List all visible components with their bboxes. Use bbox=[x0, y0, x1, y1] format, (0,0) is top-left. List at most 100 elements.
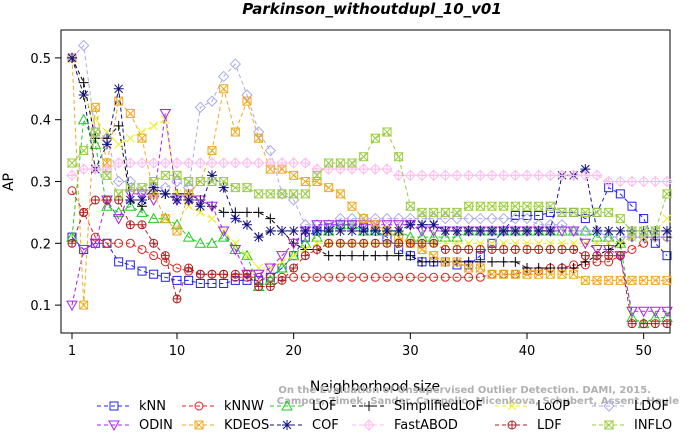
point-ldof bbox=[77, 39, 90, 52]
point-fastabod bbox=[334, 163, 347, 175]
y-tick-label: 0.1 bbox=[30, 299, 51, 314]
point-ldof bbox=[439, 212, 452, 225]
point-cof bbox=[522, 225, 532, 236]
x-tick-label: 20 bbox=[285, 344, 302, 359]
point-ldf bbox=[580, 251, 590, 261]
legend-label-knn: kNN bbox=[139, 399, 166, 414]
point-ldf bbox=[639, 319, 649, 329]
point-fastabod bbox=[474, 169, 487, 182]
point-odin bbox=[136, 189, 148, 200]
point-fastabod bbox=[322, 163, 335, 175]
legend-marker-inflo bbox=[603, 420, 615, 430]
plot-frame bbox=[60, 29, 671, 334]
point-simplifiedlof bbox=[265, 213, 276, 224]
point-odin bbox=[124, 189, 137, 200]
point-fastabod bbox=[357, 163, 370, 175]
point-cof bbox=[323, 225, 334, 236]
point-kdeos bbox=[440, 257, 450, 267]
point-cof bbox=[102, 139, 112, 150]
point-odin bbox=[159, 109, 172, 120]
legend-marker-loop bbox=[507, 401, 517, 411]
point-cof bbox=[452, 225, 462, 236]
series-line-loop bbox=[71, 57, 668, 269]
point-fastabod bbox=[194, 157, 207, 169]
point-ldf bbox=[184, 263, 194, 273]
series-line-knn bbox=[71, 187, 668, 284]
point-inflo bbox=[626, 226, 638, 236]
point-ldof bbox=[276, 188, 288, 200]
point-fastabod bbox=[276, 157, 288, 169]
point-fastabod bbox=[346, 163, 358, 175]
series-ldf bbox=[67, 195, 672, 329]
point-cof bbox=[148, 182, 159, 193]
point-cof bbox=[615, 225, 626, 236]
chart-title: Parkinson_withoutdupl_10_v01 bbox=[242, 0, 502, 18]
point-ldf bbox=[195, 269, 205, 279]
legend-item-loop: LoOP bbox=[495, 399, 570, 414]
point-odin bbox=[346, 220, 358, 231]
point-cof bbox=[277, 225, 287, 236]
point-fastabod bbox=[404, 169, 417, 182]
series-line-kdeos bbox=[71, 57, 667, 306]
point-ldof bbox=[451, 212, 463, 225]
point-fastabod bbox=[381, 163, 393, 175]
point-simplifiedlof bbox=[335, 250, 346, 261]
point-inflo bbox=[323, 158, 334, 168]
legend-label-simplifiedlof: SimplifiedLOF bbox=[394, 399, 483, 414]
point-fastabod bbox=[521, 169, 533, 182]
point-inflo bbox=[218, 177, 229, 186]
point-cof bbox=[312, 225, 322, 236]
point-fastabod bbox=[159, 157, 172, 169]
legend-label-loop: LoOP bbox=[537, 399, 570, 414]
legend-marker-odin bbox=[108, 420, 120, 432]
point-kdeos bbox=[230, 127, 240, 137]
point-knnw bbox=[300, 272, 310, 282]
point-inflo bbox=[393, 152, 404, 162]
point-fastabod bbox=[112, 157, 125, 169]
point-loop bbox=[254, 263, 264, 273]
point-simplifiedlof bbox=[475, 256, 486, 267]
point-fastabod bbox=[626, 175, 638, 188]
point-odin bbox=[89, 238, 102, 250]
point-inflo bbox=[545, 201, 556, 211]
point-kdeos bbox=[510, 269, 520, 279]
legend-item-ldf: LDF bbox=[495, 418, 562, 433]
point-odin bbox=[217, 226, 230, 237]
point-knnw bbox=[394, 272, 404, 282]
point-kdeos bbox=[184, 189, 194, 199]
legend-item-lof: LOF bbox=[270, 399, 337, 414]
series-line-knnw bbox=[71, 190, 667, 278]
point-odin bbox=[602, 244, 615, 256]
point-fastabod bbox=[89, 163, 102, 175]
point-cof bbox=[288, 225, 299, 236]
x-tick-label: 1 bbox=[68, 344, 76, 359]
point-inflo bbox=[253, 189, 264, 199]
legend-label-knnw: kNNW bbox=[224, 399, 264, 414]
point-ldf bbox=[265, 282, 275, 292]
point-fastabod bbox=[486, 169, 498, 182]
point-ldf bbox=[149, 238, 159, 248]
point-ldof bbox=[206, 95, 218, 107]
point-ldof bbox=[509, 212, 522, 225]
point-fastabod bbox=[427, 169, 440, 182]
point-cof bbox=[405, 219, 416, 230]
point-cof bbox=[545, 225, 556, 236]
point-ldf bbox=[300, 251, 310, 261]
point-loop bbox=[160, 115, 170, 125]
point-knn bbox=[195, 278, 205, 288]
point-kdeos bbox=[650, 275, 660, 285]
point-cof bbox=[440, 225, 451, 236]
point-ldf bbox=[324, 238, 334, 248]
point-inflo bbox=[498, 201, 509, 211]
point-odin bbox=[276, 251, 288, 262]
point-ldf bbox=[102, 195, 112, 205]
point-kdeos bbox=[79, 300, 89, 310]
point-fastabod bbox=[509, 169, 522, 182]
point-cof bbox=[253, 232, 264, 243]
point-kdeos bbox=[627, 275, 637, 285]
point-inflo bbox=[370, 133, 381, 143]
point-inflo bbox=[568, 207, 579, 217]
point-odin bbox=[322, 220, 335, 231]
point-lof bbox=[241, 249, 253, 261]
